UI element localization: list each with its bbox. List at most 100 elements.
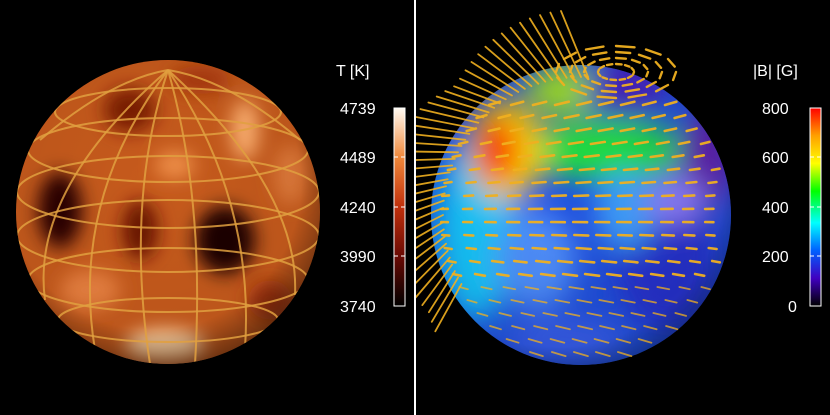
field-vector — [637, 53, 652, 60]
field-vector — [517, 154, 533, 159]
field-vector — [492, 38, 540, 85]
field-vector — [641, 180, 657, 185]
field-vector — [590, 286, 607, 291]
field-vector — [572, 194, 590, 198]
field-vector — [630, 58, 642, 64]
field-vector — [546, 286, 562, 291]
field-vector — [595, 233, 612, 237]
field-vector — [490, 167, 505, 172]
field-vector — [561, 154, 578, 159]
field-vector — [587, 60, 596, 67]
field-vector — [451, 272, 463, 278]
field-vector — [629, 113, 645, 120]
field-vector — [416, 124, 471, 135]
field-vector — [693, 272, 706, 278]
field-vector — [427, 270, 456, 314]
field-vector — [489, 325, 502, 331]
field-vector — [528, 194, 545, 198]
field-vector — [597, 246, 614, 251]
field-vector — [509, 26, 554, 81]
field-vector — [652, 312, 667, 317]
field-vector — [649, 272, 665, 278]
field-vector — [416, 164, 454, 170]
field-vector — [665, 325, 679, 331]
magnetic-field-map-panel: |B| [G] 800 600 400 200 0 — [416, 0, 830, 415]
field-vector — [443, 246, 454, 251]
field-vector — [416, 142, 463, 147]
field-vector — [671, 154, 685, 159]
field-vector — [641, 100, 657, 107]
field-vector — [655, 140, 670, 146]
field-vector — [608, 312, 625, 317]
field-vector — [466, 299, 478, 304]
magnetic-field-tick-label: 0 — [788, 299, 797, 316]
field-vector — [686, 299, 699, 304]
field-vector — [416, 221, 445, 239]
field-vector — [630, 66, 635, 72]
field-vector — [416, 199, 445, 212]
magnetic-field-colorbar-title: |B| [G] — [753, 63, 798, 80]
field-vector — [539, 14, 575, 79]
field-vector — [523, 140, 539, 146]
temperature-tick-label: 4240 — [340, 200, 376, 217]
field-vector — [651, 113, 666, 120]
field-vector — [583, 272, 601, 278]
field-vector — [641, 246, 657, 251]
field-vector — [509, 127, 525, 133]
field-vector — [487, 180, 501, 185]
field-vector — [541, 113, 558, 120]
field-vector — [589, 140, 607, 146]
field-vector — [534, 167, 551, 172]
field-vector — [645, 70, 650, 78]
field-vector — [510, 299, 525, 304]
temperature-tick-label: 3740 — [340, 299, 376, 316]
field-vector — [575, 246, 592, 251]
field-vector — [573, 233, 590, 237]
field-vector — [704, 233, 716, 237]
magnetic-field-vectors — [416, 10, 722, 358]
field-vector — [531, 100, 548, 107]
field-vector — [663, 127, 678, 133]
field-vector — [591, 51, 608, 56]
field-vector — [600, 167, 617, 172]
field-vector — [500, 32, 547, 83]
field-vector — [643, 325, 658, 331]
field-vector — [505, 338, 520, 344]
field-vector — [699, 140, 711, 146]
field-vector — [416, 157, 456, 161]
field-vector — [671, 272, 686, 278]
field-vector — [446, 167, 457, 172]
field-vector — [599, 325, 615, 331]
field-vector — [462, 233, 475, 237]
field-vector — [560, 10, 590, 79]
field-vector — [688, 167, 701, 172]
field-vector — [634, 286, 650, 291]
field-vector — [617, 233, 634, 237]
field-vector — [627, 93, 648, 99]
field-vector — [533, 325, 549, 331]
field-vector — [430, 276, 459, 323]
field-vector — [600, 259, 618, 264]
field-vector — [594, 194, 612, 198]
field-vector — [490, 259, 505, 264]
field-vector — [616, 194, 633, 198]
field-vector — [614, 50, 632, 55]
field-vector — [520, 312, 535, 317]
field-vector — [590, 80, 602, 86]
field-vector — [599, 64, 606, 70]
magnetic-field-tick-label: 800 — [762, 101, 789, 118]
field-vector — [621, 82, 634, 87]
field-vector — [633, 140, 650, 146]
field-vector — [593, 338, 610, 344]
field-vector — [473, 154, 486, 159]
field-vector — [578, 167, 596, 172]
field-vector — [623, 63, 631, 68]
field-vector — [622, 167, 639, 172]
field-vector — [624, 88, 641, 93]
field-vector — [704, 194, 716, 198]
field-vector — [600, 89, 618, 94]
field-vector — [585, 113, 602, 120]
field-vector — [551, 233, 568, 237]
field-vector — [498, 312, 512, 317]
field-vector — [561, 272, 579, 278]
